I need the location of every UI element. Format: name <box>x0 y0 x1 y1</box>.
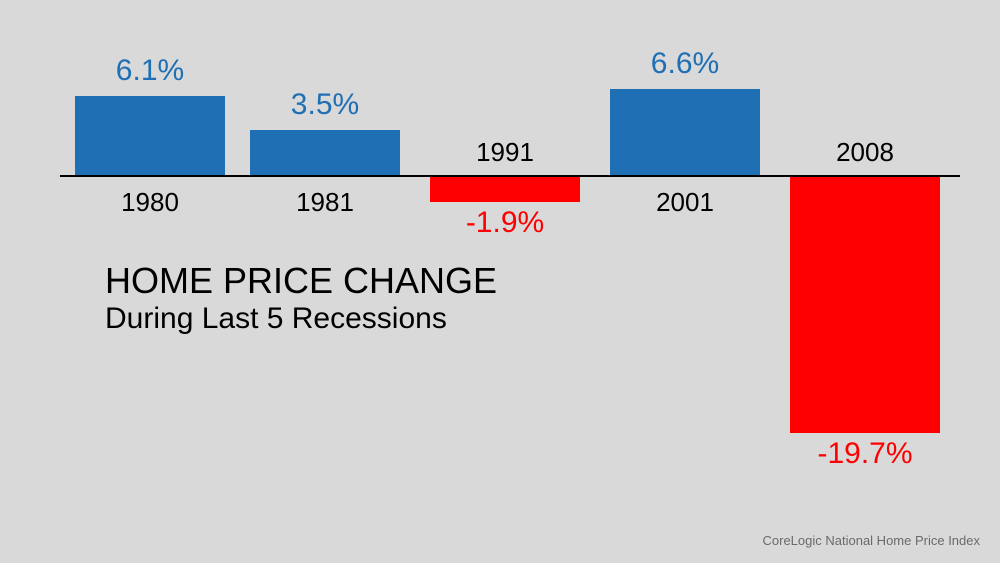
year-label-1980: 1980 <box>65 187 235 218</box>
value-label-1980: 6.1% <box>65 54 235 88</box>
bar-1980 <box>75 96 225 175</box>
value-label-1981: 3.5% <box>240 88 410 122</box>
bar-2001 <box>610 89 760 175</box>
year-label-1981: 1981 <box>240 187 410 218</box>
year-label-2008: 2008 <box>780 137 950 168</box>
bar-2008 <box>790 177 940 433</box>
value-label-2001: 6.6% <box>600 47 770 81</box>
page-root: 6.1% 1980 3.5% 1981 -1.9% 1991 6.6% 2001 -19.7% 2… <box>0 0 1000 563</box>
chart-title-line2: During Last 5 Recessions <box>105 302 497 336</box>
year-label-1991: 1991 <box>420 137 590 168</box>
chart-title-block: HOME PRICE CHANGE During Last 5 Recessio… <box>105 260 497 336</box>
value-label-2008: -19.7% <box>780 437 950 471</box>
bar-1991 <box>430 177 580 202</box>
chart-title-line1: HOME PRICE CHANGE <box>105 260 497 302</box>
value-label-1991: -1.9% <box>420 206 590 240</box>
year-label-2001: 2001 <box>600 187 770 218</box>
source-attribution: CoreLogic National Home Price Index <box>763 533 981 548</box>
bar-1981 <box>250 130 400 176</box>
